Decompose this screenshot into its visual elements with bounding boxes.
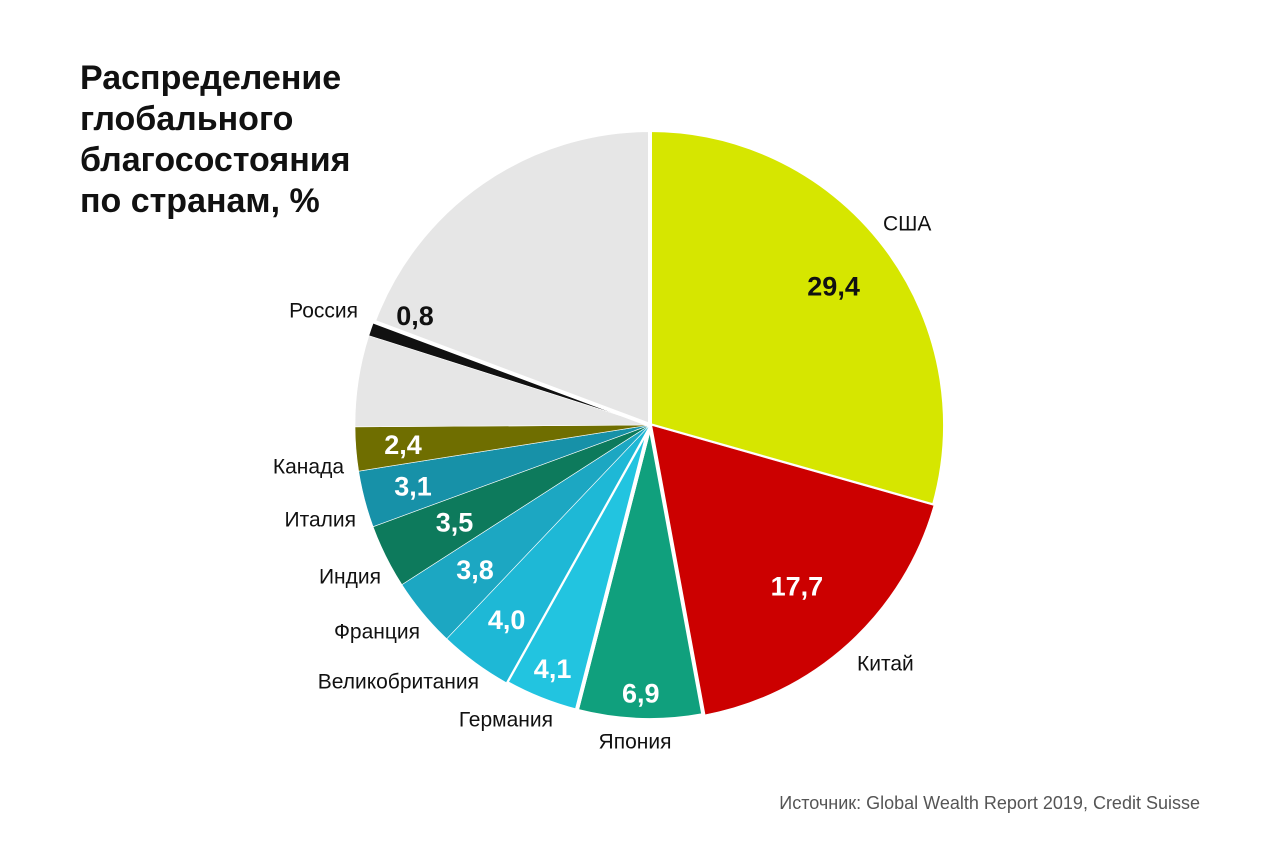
- category-label-италия: Италия: [284, 509, 356, 532]
- category-label-сша: США: [883, 213, 931, 236]
- category-label-россия: Россия: [289, 300, 358, 323]
- source-note: Источник: Global Wealth Report 2019, Cre…: [779, 793, 1200, 813]
- value-label-россия: 0,8: [396, 301, 434, 331]
- pie-slice-япония: [574, 423, 706, 722]
- chart-title: Распределение глобального благосостояния…: [80, 59, 351, 220]
- value-label-франция: 3,8: [456, 555, 494, 585]
- value-label-индия: 3,5: [436, 507, 474, 537]
- pie-slice-китай: [649, 424, 935, 716]
- category-label-китай: Китай: [857, 653, 914, 676]
- pie-slices: [354, 128, 947, 722]
- value-label-италия: 3,1: [394, 472, 432, 502]
- category-label-япония: Япония: [599, 731, 672, 754]
- pie-slice-other-11: [371, 128, 652, 427]
- value-label-германия: 4,1: [534, 654, 572, 684]
- value-label-япония: 6,9: [622, 678, 660, 708]
- pie-slice-сша: [648, 128, 947, 508]
- pie-labels: 29,4 США 17,7 Китай 6,9 Япония 4,1 Германия 4,0 В…: [273, 213, 932, 754]
- value-label-китай: 17,7: [771, 571, 824, 601]
- category-label-индия: Индия: [319, 566, 381, 589]
- category-label-канада: Канада: [273, 456, 344, 479]
- category-label-великобритания: Великобритания: [318, 671, 479, 694]
- value-label-сша: 29,4: [807, 271, 860, 301]
- value-label-канада: 2,4: [384, 430, 422, 460]
- category-label-германия: Германия: [459, 709, 553, 732]
- category-label-франция: Франция: [334, 621, 420, 644]
- value-label-великобритания: 4,0: [488, 605, 526, 635]
